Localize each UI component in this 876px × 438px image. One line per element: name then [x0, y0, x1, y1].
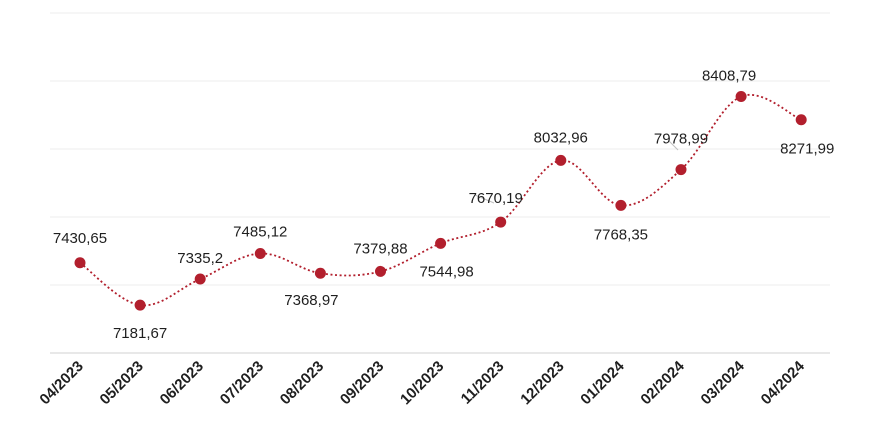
data-label-04-2024: 8271,99 [780, 141, 834, 158]
data-point-03-2024[interactable] [735, 91, 747, 103]
data-label-02-2024: 7978,99 [654, 131, 708, 148]
x-tick-label-04-2024: 04/2024 [758, 357, 809, 408]
data-point-04-2024[interactable] [795, 114, 807, 126]
data-point-10-2023[interactable] [435, 237, 447, 249]
data-point-06-2023[interactable] [194, 273, 206, 285]
leader-lines [474, 140, 679, 204]
x-axis-tick-labels: 04/2023 05/2023 06/2023 07/2023 08/2023 09/20… [36, 357, 808, 408]
x-tick-label-03-2024: 03/2024 [698, 357, 749, 408]
data-label-10-2023: 7544,98 [419, 263, 473, 280]
x-tick-label-11-2023: 11/2023 [458, 358, 508, 408]
x-tick-label-12-2023: 12/2023 [517, 358, 567, 408]
x-tick-label-08-2023: 08/2023 [277, 358, 327, 408]
data-label-06-2023: 7335,2 [177, 250, 223, 267]
data-labels: 7430,65 7181,67 7335,2 7485,12 7368,97 7379,8… [53, 67, 834, 342]
leader-line [474, 194, 495, 204]
data-label-11-2023: 7670,19 [469, 190, 523, 207]
data-label-01-2024: 7768,35 [594, 226, 648, 243]
data-label-09-2023: 7379,88 [353, 240, 407, 257]
x-tick-label-07-2023: 07/2023 [217, 358, 267, 408]
data-label-12-2023: 8032,96 [534, 129, 588, 146]
x-tick-label-01-2024: 01/2024 [577, 357, 628, 408]
x-tick-label-05-2023: 05/2023 [97, 358, 147, 408]
x-tick-label-06-2023: 06/2023 [157, 358, 207, 408]
leader-line [668, 140, 679, 151]
data-point-07-2023[interactable] [254, 248, 266, 260]
x-tick-label-09-2023: 09/2023 [337, 358, 387, 408]
data-label-07-2023: 7485,12 [233, 223, 287, 240]
data-points [74, 91, 807, 311]
x-tick-label-10-2023: 10/2023 [397, 358, 447, 408]
gridlines [50, 12, 830, 354]
data-point-11-2023[interactable] [495, 216, 507, 228]
x-tick-label-04-2023: 04/2023 [36, 358, 86, 408]
data-point-02-2024[interactable] [675, 164, 687, 176]
data-point-04-2023[interactable] [74, 257, 86, 269]
data-point-08-2023[interactable] [314, 267, 326, 279]
data-point-05-2023[interactable] [134, 299, 146, 311]
data-point-01-2024[interactable] [615, 199, 627, 211]
data-label-03-2024: 8408,79 [702, 67, 756, 84]
data-label-04-2023: 7430,65 [53, 230, 107, 247]
data-point-12-2023[interactable] [555, 154, 567, 166]
data-point-09-2023[interactable] [375, 265, 386, 277]
data-label-05-2023: 7181,67 [113, 325, 167, 342]
x-tick-label-02-2024: 02/2024 [637, 357, 688, 408]
data-label-08-2023: 7368,97 [284, 292, 338, 309]
